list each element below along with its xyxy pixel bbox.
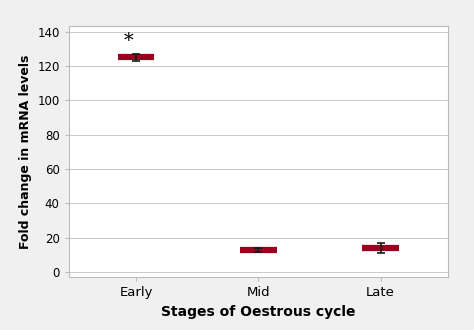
Y-axis label: Fold change in mRNA levels: Fold change in mRNA levels: [19, 54, 32, 249]
X-axis label: Stages of Oestrous cycle: Stages of Oestrous cycle: [161, 305, 356, 319]
Text: *: *: [124, 32, 134, 50]
